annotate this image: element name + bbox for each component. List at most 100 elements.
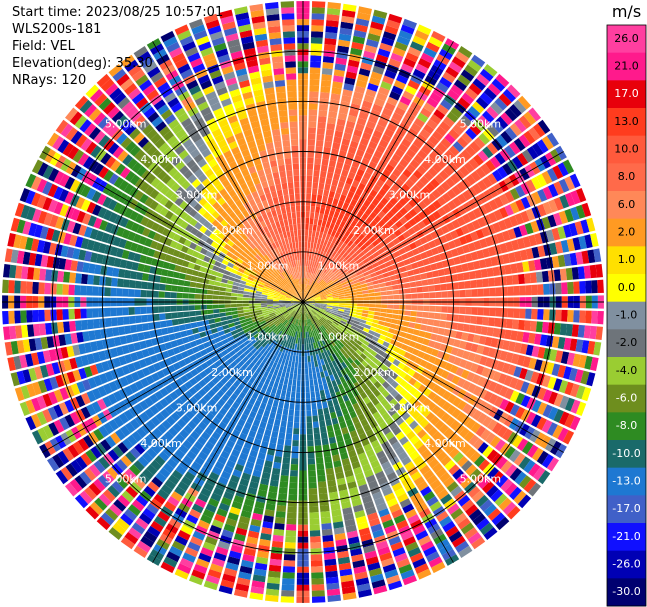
- gate-cell: [531, 414, 542, 428]
- gate-cell: [447, 258, 455, 267]
- gate-cell: [340, 320, 347, 325]
- gate-cell: [399, 388, 408, 397]
- gate-cell: [580, 370, 590, 385]
- gate-cell: [553, 322, 561, 335]
- gate-cell: [358, 233, 365, 241]
- gate-cell: [427, 401, 437, 411]
- gate-cell: [336, 272, 343, 278]
- gate-cell: [365, 38, 379, 48]
- gate-cell: [364, 274, 371, 280]
- gate-cell: [458, 46, 473, 59]
- gate-cell: [501, 362, 511, 374]
- gate-cell: [363, 152, 373, 161]
- gate-cell: [306, 306, 312, 312]
- gate-cell: [429, 305, 436, 312]
- gate-cell: [461, 460, 473, 472]
- gate-cell: [499, 442, 511, 456]
- gate-cell: [500, 276, 507, 286]
- gate-cell: [355, 314, 362, 319]
- gate-cell: [346, 152, 355, 160]
- gate-cell: [513, 285, 520, 296]
- gate-cell: [327, 319, 333, 324]
- gate-cell: [562, 159, 575, 174]
- gate-cell: [473, 240, 482, 250]
- gate-cell: [308, 296, 315, 300]
- gate-cell: [308, 103, 318, 110]
- gate-cell: [408, 198, 417, 208]
- gate-cell: [387, 295, 394, 300]
- gate-cell: [513, 452, 526, 466]
- gate-cell: [317, 288, 324, 293]
- gate-cell: [388, 270, 396, 276]
- gate-cell: [465, 128, 477, 140]
- gate-cell: [383, 322, 391, 328]
- gate-cell: [384, 25, 399, 35]
- gate-cell: [357, 261, 365, 268]
- gate-cell: [319, 176, 326, 184]
- gate-cell: [429, 114, 442, 125]
- gate-cell: [344, 77, 356, 86]
- gate-cell: [307, 272, 310, 279]
- gate-cell: [563, 337, 572, 351]
- gate-cell: [348, 109, 359, 118]
- gate-cell: [392, 359, 401, 367]
- gate-cell: [333, 69, 345, 77]
- gate-cell: [509, 104, 522, 118]
- gate-cell: [321, 300, 328, 302]
- gate-cell: [337, 240, 344, 248]
- gate-cell: [325, 26, 338, 34]
- gate-cell: [514, 379, 524, 391]
- gate-cell: [390, 372, 399, 380]
- gate-cell: [564, 413, 576, 428]
- gate-cell: [428, 355, 437, 364]
- gate-cell: [461, 263, 469, 272]
- gate-cell: [432, 384, 442, 394]
- gate-cell: [387, 187, 397, 197]
- gate-cell: [308, 127, 316, 134]
- gate-cell: [311, 267, 315, 274]
- gate-cell: [342, 283, 349, 288]
- gate-cell: [332, 267, 338, 273]
- gate-cell: [312, 248, 316, 256]
- gate-cell: [529, 320, 537, 332]
- gate-cell: [504, 190, 515, 203]
- gate-cell: [310, 266, 314, 274]
- gate-cell: [329, 284, 336, 289]
- gate-cell: [399, 294, 406, 300]
- gate-cell: [420, 52, 435, 64]
- gate-cell: [380, 312, 387, 317]
- gate-cell: [468, 83, 482, 96]
- gate-cell: [378, 139, 389, 149]
- gate-cell: [321, 273, 327, 279]
- gate-cell: [344, 307, 351, 311]
- gate-cell: [494, 493, 508, 507]
- gate-cell: [564, 192, 575, 207]
- gate-cell: [342, 327, 350, 333]
- gate-cell: [412, 35, 427, 47]
- gate-cell: [422, 353, 431, 362]
- gate-cell: [354, 282, 361, 287]
- gate-cell: [399, 158, 409, 168]
- gate-cell: [313, 282, 318, 288]
- gate-cell: [495, 287, 502, 297]
- gate-cell: [408, 322, 416, 329]
- gate-cell: [491, 120, 504, 134]
- gate-cell: [308, 254, 312, 261]
- gate-cell: [362, 257, 370, 264]
- gate-cell: [342, 260, 349, 267]
- gate-cell: [330, 312, 337, 316]
- gate-cell: [313, 274, 318, 281]
- gate-cell: [523, 478, 537, 493]
- gate-cell: [462, 213, 472, 224]
- gate-cell: [316, 134, 325, 141]
- gate-cell: [394, 148, 405, 158]
- gate-cell: [327, 215, 333, 223]
- gate-cell: [311, 25, 324, 32]
- gate-cell: [413, 154, 424, 165]
- gate-cell: [372, 319, 379, 324]
- gate-cell: [531, 399, 542, 413]
- gate-cell: [576, 188, 587, 203]
- gate-cell: [431, 270, 439, 278]
- gate-cell: [399, 266, 407, 273]
- gate-cell: [571, 324, 579, 337]
